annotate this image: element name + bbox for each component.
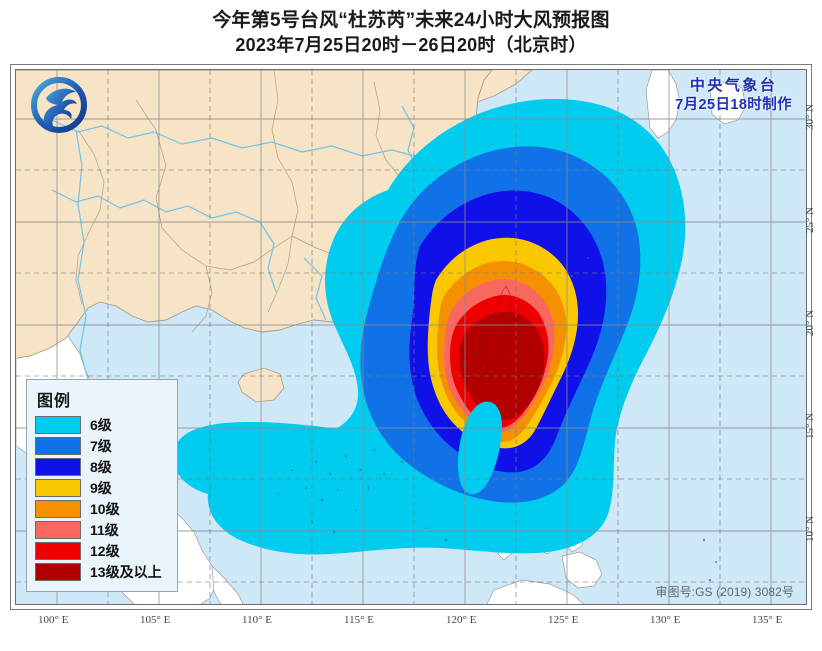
legend-item-10: 10级 [35, 499, 169, 518]
legend-swatch-7 [35, 436, 81, 455]
lat-tick-25: 25° N [804, 206, 816, 233]
legend-swatch-9 [35, 478, 81, 497]
legend-item-7: 7级 [35, 436, 169, 455]
legend-item-9: 9级 [35, 478, 169, 497]
legend-label-8: 8级 [90, 458, 112, 475]
issue-time: 7月25日18时制作 [675, 96, 792, 113]
lat-tick-30: 30° N [804, 103, 816, 130]
legend-swatch-10 [35, 499, 81, 518]
legend-item-11: 11级 [35, 520, 169, 539]
grid-minor [16, 70, 806, 604]
legend-item-8: 8级 [35, 457, 169, 476]
legend-label-13: 13级及以上 [90, 563, 162, 580]
map-clip: 中央气象台 7月25日18时制作 审图号:GS (2019) 3082号 图例 … [16, 70, 806, 604]
legend-swatch-11 [35, 520, 81, 539]
map-frame: 中央气象台 7月25日18时制作 审图号:GS (2019) 3082号 图例 … [10, 64, 812, 610]
legend-item-13: 13级及以上 [35, 562, 169, 581]
legend-swatch-13 [35, 562, 81, 581]
lat-tick-15: 15° N [804, 412, 816, 439]
legend-item-12: 12级 [35, 541, 169, 560]
lon-tick-105: 105° E [140, 614, 171, 626]
grid-major [16, 70, 806, 604]
legend-label-10: 10级 [90, 500, 120, 517]
taiwan-outline [481, 285, 511, 365]
legend-swatch-6 [35, 415, 81, 434]
agency-name: 中央气象台 [689, 77, 778, 94]
issuing-agency-stamp: 中央气象台 7月25日18时制作 [675, 76, 792, 114]
lon-tick-135: 135° E [752, 614, 783, 626]
legend-swatch-12 [35, 541, 81, 560]
lon-tick-100: 100° E [38, 614, 69, 626]
page-title: 今年第5号台风“杜苏芮”未来24小时大风预报图 2023年7月25日20时－26… [0, 8, 822, 58]
map-canvas[interactable]: 中央气象台 7月25日18时制作 审图号:GS (2019) 3082号 图例 … [15, 69, 807, 605]
lat-tick-20: 20° N [804, 309, 816, 336]
legend-label-7: 7级 [90, 437, 112, 454]
legend-label-12: 12级 [90, 542, 120, 559]
legend-label-11: 11级 [90, 521, 119, 538]
legend-panel: 图例 6级 7级 8级 9级 [26, 379, 178, 592]
lon-tick-110: 110° E [242, 614, 272, 626]
legend-item-6: 6级 [35, 415, 169, 434]
lon-tick-120: 120° E [446, 614, 477, 626]
legend-swatch-8 [35, 457, 81, 476]
lon-tick-115: 115° E [344, 614, 374, 626]
cma-logo [28, 74, 90, 140]
lon-tick-130: 130° E [650, 614, 681, 626]
legend-label-6: 6级 [90, 416, 112, 433]
legend-label-9: 9级 [90, 479, 112, 496]
weather-map-graphic [16, 70, 806, 604]
island-dots [277, 244, 723, 595]
title-line-1: 今年第5号台风“杜苏芮”未来24小时大风预报图 [212, 10, 610, 31]
lon-tick-125: 125° E [548, 614, 579, 626]
title-line-2: 2023年7月25日20时－26日20时（北京时） [235, 35, 587, 56]
lat-tick-10: 10° N [804, 515, 816, 542]
map-approval-number: 审图号:GS (2019) 3082号 [655, 585, 794, 599]
legend-title: 图例 [37, 393, 72, 410]
